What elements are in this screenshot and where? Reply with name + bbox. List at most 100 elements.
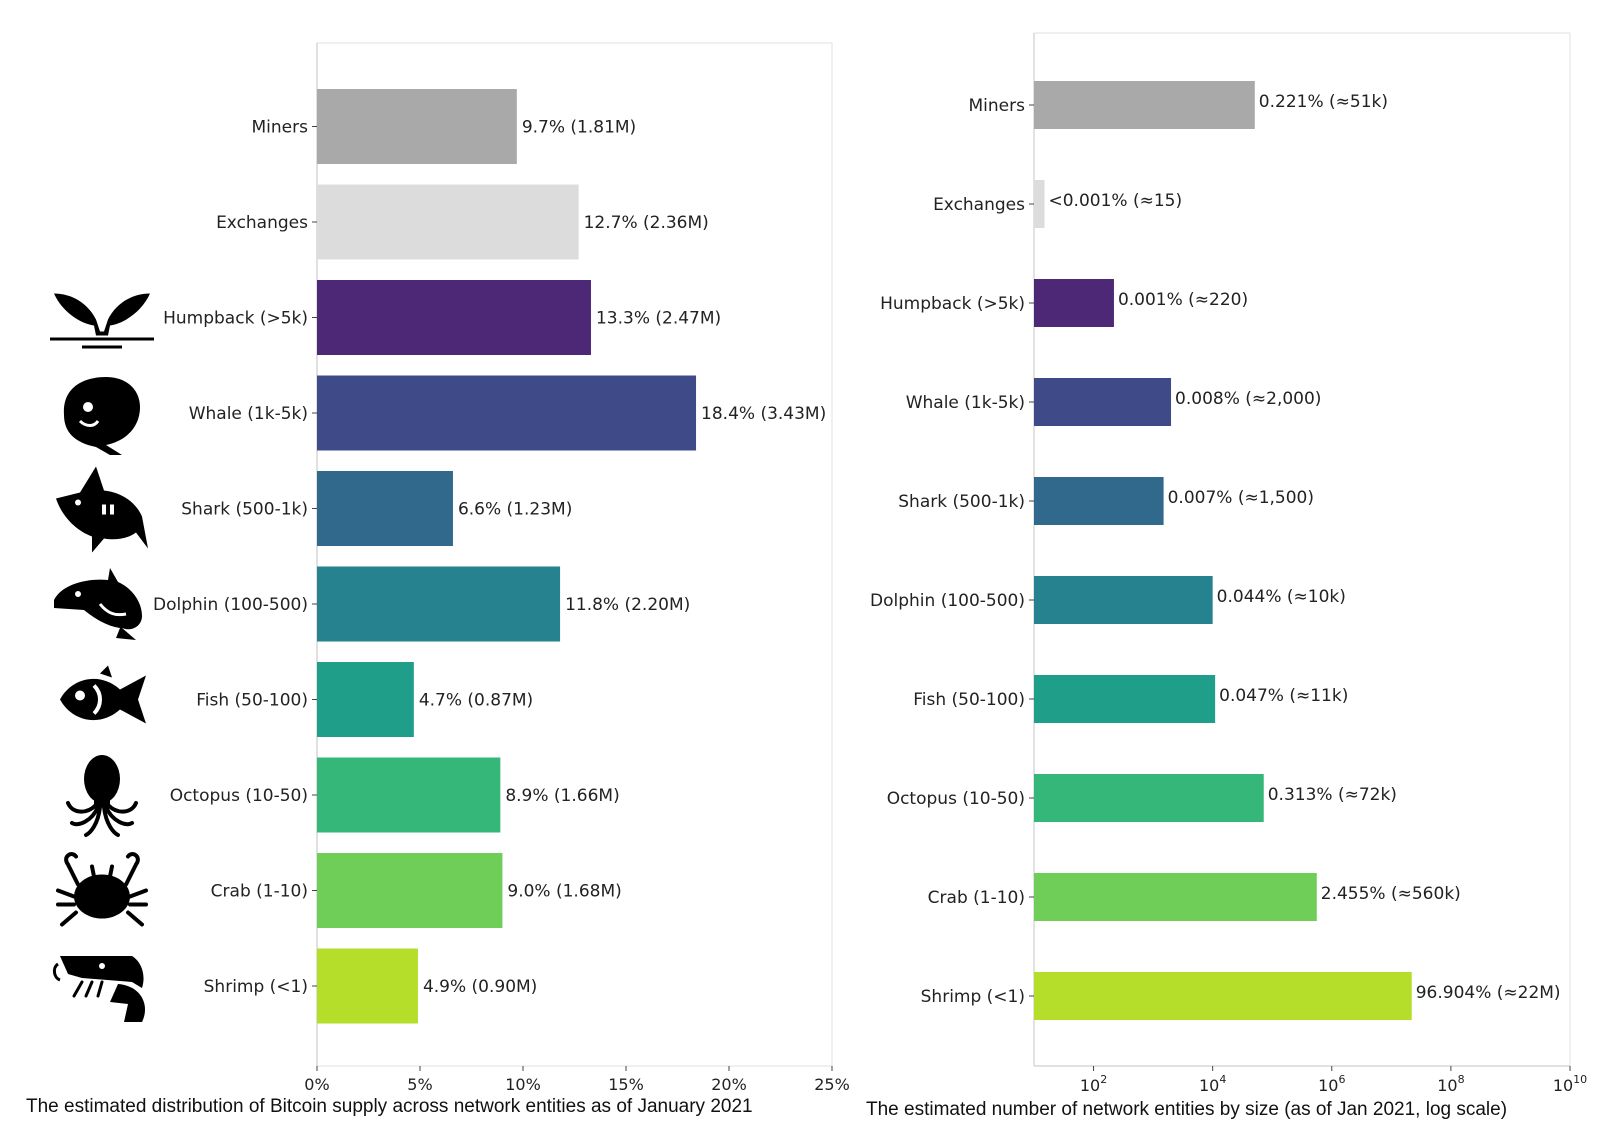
category-label: Dolphin (100-500) [153,595,308,615]
data-label: 8.9% (1.66M) [505,786,619,806]
category-label: Shrimp (<1) [204,977,308,997]
category-label: Humpback (>5k) [163,309,308,329]
tail-shape [54,293,150,336]
bar-humpback-5k [317,280,591,355]
x-tick-exponent: 10 [1573,1073,1587,1086]
entity-icons [50,293,154,1022]
water-line [50,337,154,341]
left-chart-caption: The estimated distribution of Bitcoin su… [26,1096,753,1117]
category-label: Humpback (>5k) [880,294,1025,314]
bar-miners [1034,81,1255,129]
shrimp-tail [110,984,145,1022]
bar-dolphin-100-500 [317,566,561,642]
category-label: Whale (1k-5k) [189,404,308,424]
data-label: 0.313% (≈72k) [1268,785,1397,805]
fish-fin [100,665,112,678]
shark-gill [102,504,106,515]
category-label: Shrimp (<1) [921,987,1025,1007]
category-label: Miners [252,118,309,138]
octopus-neck [94,799,110,807]
fish-body [60,675,146,724]
data-label: 0.001% (≈220) [1118,290,1248,310]
x-tick-base: 10 [1437,1076,1457,1095]
whale-mouth [78,419,100,427]
data-label: 0.044% (≈10k) [1217,587,1346,607]
x-tick-exponent: 8 [1458,1073,1465,1086]
bar-shrimp-1 [1034,972,1412,1020]
right-chart-caption: The estimated number of network entities… [866,1099,1508,1120]
category-label: Crab (1-10) [211,882,308,902]
dolphin-body [54,568,142,640]
x-tick-base: 10 [1080,1076,1100,1095]
data-label: 11.8% (2.20M) [565,595,690,615]
data-label: 96.904% (≈22M) [1416,983,1561,1003]
category-label: Dolphin (100-500) [870,591,1025,611]
shrimp-eye [99,963,105,969]
data-label: 18.4% (3.43M) [701,404,826,424]
bar-whale-1k-5k [1034,378,1172,426]
shrimp-legs [72,980,104,998]
shark-eye [75,499,81,506]
x-tick-exponent: 2 [1100,1073,1107,1086]
x-tick-label: 10% [505,1075,541,1094]
shrimp-icon [52,956,145,1022]
category-label: Shark (500-1k) [898,492,1025,512]
supply-distribution-chart: Miners 9.7% (1.81M) Exchanges 12.7% (2.36M)… [153,42,850,1094]
x-tick-base: 10 [1199,1076,1219,1095]
crab-legs [56,852,148,927]
water-line [82,345,122,349]
data-label: 0.047% (≈11k) [1219,686,1348,706]
bar-dolphin-100-500 [1034,576,1213,624]
bar-miners [317,89,517,164]
category-label: Exchanges [216,213,308,233]
x-tick-label: 15% [608,1075,644,1094]
data-label: 12.7% (2.36M) [584,213,709,233]
bar-exchanges [1034,180,1045,228]
shrimp-head [60,956,144,988]
x-tick-base: 10 [1553,1076,1573,1095]
x-tick-label: 108 [1437,1073,1464,1095]
x-tick-exponent: 4 [1219,1073,1226,1086]
bar-shark-500-1k [317,471,453,546]
category-label: Fish (50-100) [913,690,1025,710]
bar-exchanges [317,184,579,260]
x-tick-label: 0% [304,1075,329,1094]
entity-count-chart: Miners 0.221% (≈51k) Exchanges <0.001% (≈15… [870,32,1587,1095]
bar-shrimp-1 [317,948,418,1024]
category-label: Miners [969,96,1026,116]
bar-shark-500-1k [1034,477,1164,525]
x-tick-label: 106 [1318,1073,1345,1095]
bar-humpback-5k [1034,279,1114,327]
shrimp-antenna [52,962,61,982]
data-label: 9.7% (1.81M) [522,118,636,138]
whale-body [63,377,140,455]
fish-eye [75,690,85,701]
shark-icon [56,466,148,553]
x-tick-label: 20% [711,1075,747,1094]
category-label: Exchanges [933,195,1025,215]
octopus-tentacles [66,801,138,837]
data-label: 0.008% (≈2,000) [1175,389,1321,409]
bar-whale-1k-5k [317,375,697,451]
dolphin-eye [75,591,81,597]
bar-crab-1-10 [1034,873,1317,921]
fish-icon [60,665,146,724]
x-tick-label: 5% [407,1075,432,1094]
data-label: 13.3% (2.47M) [596,309,721,329]
x-tick-label: 25% [814,1075,850,1094]
data-label: <0.001% (≈15) [1048,191,1182,211]
shark-gill [110,504,114,515]
fish-gill [92,684,102,715]
dolphin-stripe [98,603,127,617]
bar-fish-50-100 [1034,675,1216,723]
x-tick-label: 102 [1080,1073,1107,1095]
dolphin-icon [54,568,142,640]
data-label: 9.0% (1.68M) [507,882,621,902]
data-label: 2.455% (≈560k) [1321,884,1461,904]
octopus-head [84,755,120,803]
humpback-tail-icon [50,293,154,349]
x-tick-exponent: 6 [1338,1073,1345,1086]
data-label: 4.9% (0.90M) [423,977,537,997]
x-tick-label: 104 [1199,1073,1226,1095]
